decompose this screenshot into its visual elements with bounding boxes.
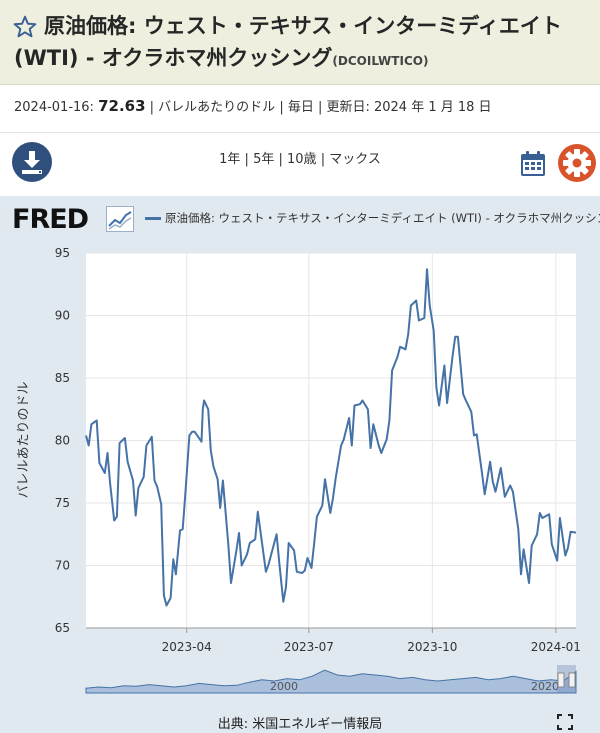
source-note: 出典: 米国エネルギー情報局 — [217, 717, 383, 732]
y-tick-label: 80 — [55, 434, 70, 448]
download-icon — [22, 151, 42, 174]
legend-label: 原油価格: ウェスト・テキサス・インターミディエイト (WTI) - オクラホマ… — [165, 211, 600, 225]
calendar-icon[interactable] — [520, 150, 546, 177]
navigator-handle-right[interactable] — [568, 672, 576, 688]
navigator-handle-left[interactable] — [557, 672, 565, 688]
range-separator: | — [240, 152, 254, 167]
chart-legend: 原油価格: ウェスト・テキサス・インターミディエイト (WTI) - オクラホマ… — [145, 210, 600, 226]
x-tick-label: 2023-07 — [284, 640, 334, 654]
series-title: 原油価格: ウェスト・テキサス・インターミディエイト (WTI) - オクラホマ… — [14, 14, 562, 70]
observation-value: 72.63 — [98, 97, 146, 115]
y-axis-label: バレルあたりのドル — [16, 381, 32, 499]
x-tick-label: 2024-01 — [531, 640, 581, 654]
range-separator: | — [316, 152, 330, 167]
observation-date: 2024-01-16: — [14, 100, 94, 115]
star-icon[interactable] — [12, 14, 38, 40]
range-1y[interactable]: 1年 — [219, 152, 241, 167]
x-tick-label: 2023-04 — [162, 640, 212, 654]
fullscreen-icon[interactable] — [557, 714, 573, 730]
latest-observation: 2024-01-16: 72.63 | バレルあたりのドル | 毎日 | 更新日… — [14, 96, 492, 115]
range-max[interactable]: マックス — [329, 152, 381, 167]
page-title: 原油価格: ウェスト・テキサス・インターミディエイト (WTI) - オクラホマ… — [14, 10, 594, 77]
range-separator: | — [274, 152, 288, 167]
navigator-label: 2000 — [270, 680, 298, 693]
range-10y[interactable]: 10歳 — [287, 152, 317, 167]
y-tick-label: 70 — [55, 559, 70, 573]
legend-swatch — [145, 217, 161, 220]
observation-units: | バレルあたりのドル | 毎日 | 更新日: 2024 年 1 月 18 日 — [149, 100, 492, 115]
y-tick-label: 95 — [55, 246, 70, 260]
series-line — [85, 268, 577, 607]
fred-logo: FRED — [12, 204, 89, 235]
date-range-selector: 1年 | 5年 | 10歳 | マックス — [0, 148, 600, 167]
y-tick-label: 75 — [55, 496, 70, 510]
series-header: 原油価格: ウェスト・テキサス・インターミディエイト (WTI) - オクラホマ… — [0, 0, 600, 85]
range-5y[interactable]: 5年 — [253, 152, 275, 167]
series-code: (DCOILWTICO) — [332, 54, 429, 68]
y-tick-label: 65 — [55, 621, 70, 635]
y-tick-label: 85 — [55, 371, 70, 385]
navigator-label: 2020 — [531, 680, 559, 693]
divider — [0, 132, 600, 133]
x-tick-label: 2023-10 — [407, 640, 457, 654]
download-button[interactable] — [12, 142, 52, 182]
fred-chart-icon — [106, 206, 134, 232]
gear-icon[interactable] — [557, 143, 597, 183]
navigator-series — [85, 669, 577, 694]
y-tick-label: 90 — [55, 309, 70, 323]
